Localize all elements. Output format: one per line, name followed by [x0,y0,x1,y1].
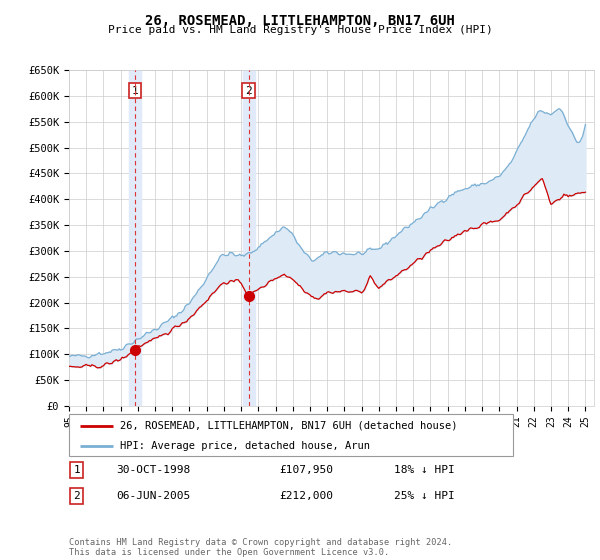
Text: 2: 2 [74,491,80,501]
Text: 26, ROSEMEAD, LITTLEHAMPTON, BN17 6UH (detached house): 26, ROSEMEAD, LITTLEHAMPTON, BN17 6UH (d… [120,421,458,431]
Bar [242,70,254,406]
Text: 06-JUN-2005: 06-JUN-2005 [116,491,191,501]
Text: 30-OCT-1998: 30-OCT-1998 [116,465,191,475]
FancyBboxPatch shape [69,414,513,456]
Text: £107,950: £107,950 [279,465,333,475]
Text: HPI: Average price, detached house, Arun: HPI: Average price, detached house, Arun [120,441,370,451]
Text: 1: 1 [74,465,80,475]
Text: 1: 1 [131,86,139,96]
Text: 26, ROSEMEAD, LITTLEHAMPTON, BN17 6UH: 26, ROSEMEAD, LITTLEHAMPTON, BN17 6UH [145,14,455,28]
Text: Contains HM Land Registry data © Crown copyright and database right 2024.
This d: Contains HM Land Registry data © Crown c… [69,538,452,557]
Text: 25% ↓ HPI: 25% ↓ HPI [395,491,455,501]
Bar [129,70,141,406]
Text: £212,000: £212,000 [279,491,333,501]
Text: Price paid vs. HM Land Registry's House Price Index (HPI): Price paid vs. HM Land Registry's House … [107,25,493,35]
Text: 2: 2 [245,86,252,96]
Text: 18% ↓ HPI: 18% ↓ HPI [395,465,455,475]
